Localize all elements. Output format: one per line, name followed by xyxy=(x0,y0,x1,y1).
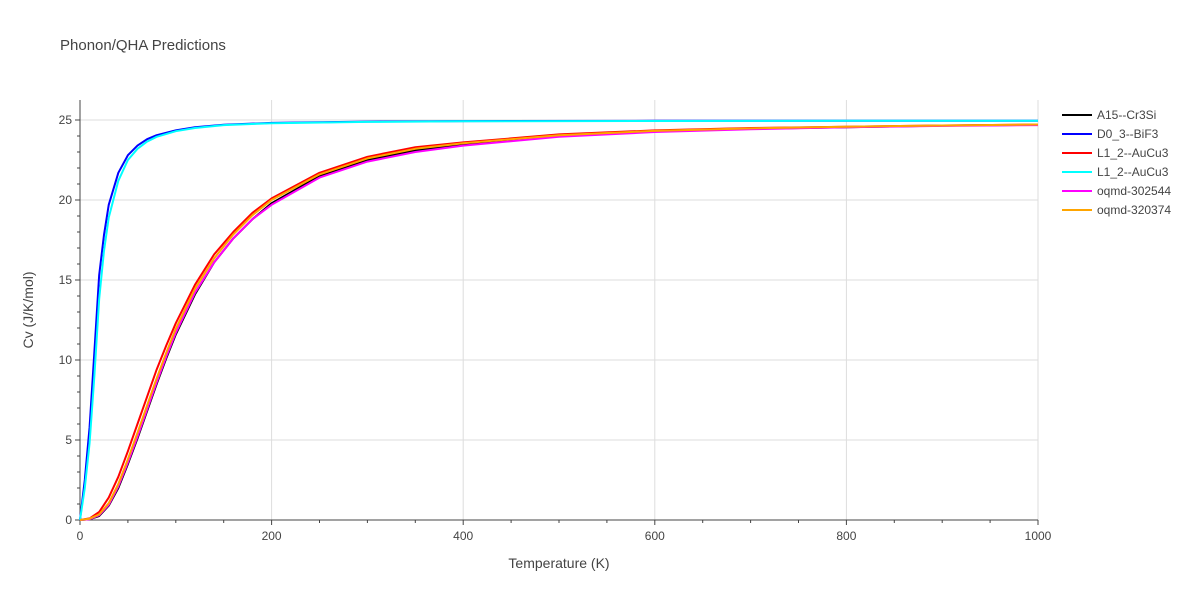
legend-label: oqmd-302544 xyxy=(1097,184,1171,198)
y-tick-label: 5 xyxy=(65,433,72,447)
legend-label: L1_2--AuCu3 xyxy=(1097,165,1169,179)
legend-item[interactable]: A15--Cr3Si xyxy=(1062,108,1156,122)
legend-item[interactable]: D0_3--BiF3 xyxy=(1062,127,1159,141)
chart-title: Phonon/QHA Predictions xyxy=(60,37,226,54)
x-tick-label: 1000 xyxy=(1025,529,1052,543)
legend-item[interactable]: oqmd-302544 xyxy=(1062,184,1171,198)
y-tick-label: 20 xyxy=(59,193,73,207)
legend-item[interactable]: L1_2--AuCu3 xyxy=(1062,146,1169,160)
series-line-6 xyxy=(79,123,1039,521)
legend-label: D0_3--BiF3 xyxy=(1097,127,1159,141)
x-tick-label: 600 xyxy=(645,529,665,543)
y-tick-label: 0 xyxy=(65,513,72,527)
legend-item[interactable]: L1_2--AuCu3 xyxy=(1062,165,1169,179)
x-axis-title: Temperature (K) xyxy=(508,555,609,571)
y-tick-label: 10 xyxy=(59,353,73,367)
y-tick-label: 15 xyxy=(59,273,73,287)
legend-label: L1_2--AuCu3 xyxy=(1097,146,1169,160)
series-layer xyxy=(79,119,1039,521)
x-tick-label: 200 xyxy=(262,529,282,543)
y-tick-label: 25 xyxy=(59,113,73,127)
legend-label: oqmd-320374 xyxy=(1097,203,1171,217)
legend-item[interactable]: oqmd-320374 xyxy=(1062,203,1171,217)
x-tick-label: 800 xyxy=(836,529,856,543)
y-axis-title: Cv (J/K/mol) xyxy=(20,272,36,349)
series-line-4 xyxy=(79,119,1038,521)
axis-layer: 0 200 400 600 800 1000 0 5 10 15 20 25 xyxy=(59,100,1052,543)
legend: A15--Cr3Si D0_3--BiF3 L1_2--AuCu3 L1_2--AuC… xyxy=(1062,108,1171,217)
x-tick-label: 400 xyxy=(453,529,473,543)
legend-label: A15--Cr3Si xyxy=(1097,108,1156,122)
x-tick-label: 0 xyxy=(77,529,84,543)
